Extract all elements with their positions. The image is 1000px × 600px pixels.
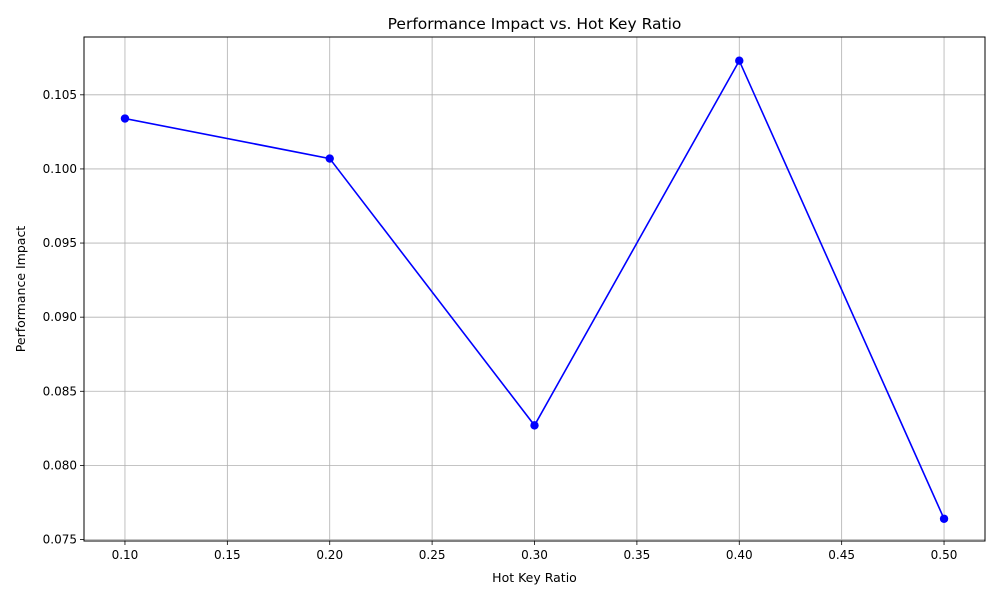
y-tick-label: 0.080 bbox=[43, 458, 77, 472]
data-point bbox=[530, 421, 539, 430]
y-tick-label: 0.075 bbox=[43, 533, 77, 547]
x-tick-label: 0.45 bbox=[828, 548, 855, 562]
x-tick-label: 0.30 bbox=[521, 548, 548, 562]
y-tick-label: 0.085 bbox=[43, 384, 77, 398]
x-tick-label: 0.50 bbox=[931, 548, 958, 562]
y-tick-label: 0.105 bbox=[43, 88, 77, 102]
ticks: 0.10 0.15 0.20 0.25 0.30 0.35 0.40 0.45 0.50 0.07… bbox=[43, 88, 958, 562]
x-tick-label: 0.40 bbox=[726, 548, 753, 562]
series bbox=[120, 56, 949, 523]
x-axis-label: Hot Key Ratio bbox=[492, 570, 577, 585]
y-tick-label: 0.100 bbox=[43, 162, 77, 176]
x-tick-label: 0.10 bbox=[112, 548, 139, 562]
x-tick-label: 0.20 bbox=[316, 548, 343, 562]
y-tick-label: 0.095 bbox=[43, 236, 77, 250]
plot-frame bbox=[83, 36, 986, 542]
data-point bbox=[735, 56, 744, 65]
chart-title: Performance Impact vs. Hot Key Ratio bbox=[388, 15, 682, 33]
x-tick-label: 0.35 bbox=[624, 548, 651, 562]
x-tick-label: 0.15 bbox=[214, 548, 241, 562]
data-point bbox=[120, 114, 130, 123]
data-point bbox=[939, 514, 949, 523]
y-tick-label: 0.090 bbox=[43, 310, 77, 324]
data-point bbox=[325, 154, 334, 163]
y-axis-label: Performance Impact bbox=[13, 226, 28, 353]
grid bbox=[84, 37, 985, 541]
x-tick-label: 0.25 bbox=[419, 548, 446, 562]
